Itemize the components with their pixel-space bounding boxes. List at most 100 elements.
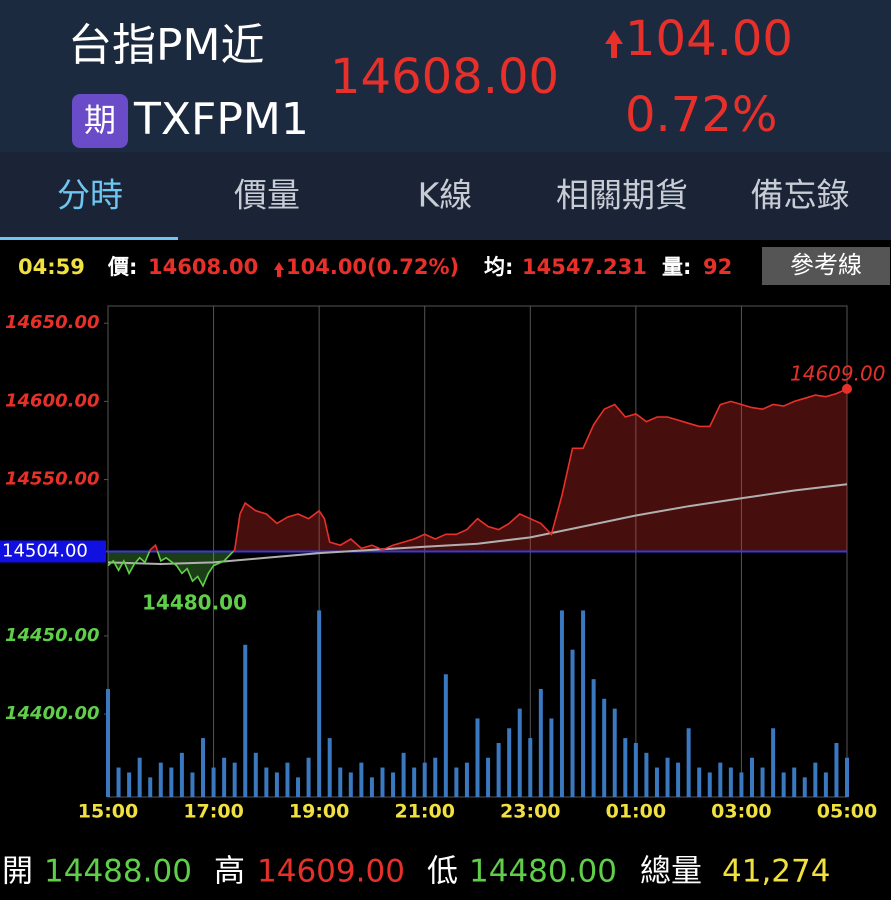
volume-bar xyxy=(665,757,670,797)
volume-bar xyxy=(517,708,522,797)
volume-bar xyxy=(739,772,744,797)
reference-label-bg xyxy=(0,540,106,563)
code: TXFPM1 xyxy=(133,94,309,145)
volume-bar xyxy=(760,767,765,797)
x-tick-label: 05:00 xyxy=(817,801,877,823)
volume-bar xyxy=(718,762,723,797)
volume-bar xyxy=(602,698,607,797)
high-label: 高 xyxy=(214,854,245,890)
volume-bar xyxy=(676,762,681,797)
total: 41,274 xyxy=(722,854,830,890)
high-label: 14609.00 xyxy=(790,361,885,385)
x-tick-label: 01:00 xyxy=(606,801,666,823)
volume-bar xyxy=(243,644,248,797)
info-change: 104.00(0.72%) xyxy=(286,255,459,279)
volume-bar xyxy=(475,718,480,797)
volume-bar xyxy=(158,762,163,797)
volume-bar xyxy=(190,772,195,797)
tab[interactable]: K線 xyxy=(418,176,473,215)
chart: 15:00 17:00 19:00 21:00 23:00 01:00 03:00 05:00… xyxy=(0,305,885,823)
volume-bar xyxy=(338,767,343,797)
info-avg: 14547.231 xyxy=(522,255,647,279)
volume-bar xyxy=(106,688,110,797)
volume-bar xyxy=(813,762,818,797)
volume-bar xyxy=(232,762,237,797)
volume-bar xyxy=(296,777,301,797)
volume-bar xyxy=(707,772,712,797)
volume-bar xyxy=(538,688,543,797)
x-tick-label: 15:00 xyxy=(78,801,138,823)
badge: 期 xyxy=(84,101,116,139)
y-tick-label: 14650.00 xyxy=(5,312,100,333)
header-bg xyxy=(0,0,891,152)
volume-bar xyxy=(591,679,596,797)
y-tick-label: 14450.00 xyxy=(5,625,100,646)
volume-bar xyxy=(285,762,290,797)
volume-bar xyxy=(179,752,184,797)
volume-bar xyxy=(380,767,385,797)
info-price-label: 價: xyxy=(107,255,137,279)
high: 14609.00 xyxy=(257,854,405,890)
volume-bar xyxy=(391,772,396,797)
volume-bar xyxy=(781,772,786,797)
volume-bar xyxy=(749,757,754,797)
change-pct: 0.72% xyxy=(625,87,777,143)
x-tick-label: 21:00 xyxy=(394,801,454,823)
volume-bar xyxy=(116,767,121,797)
volume-bar xyxy=(433,757,438,797)
price-area xyxy=(108,388,847,586)
volume-bar xyxy=(369,777,374,797)
tab[interactable]: 相關期貨 xyxy=(556,176,688,215)
price: 14608.00 xyxy=(330,49,559,105)
volume-bar xyxy=(528,738,533,797)
x-tick-label: 17:00 xyxy=(183,801,243,823)
low: 14480.00 xyxy=(469,854,617,890)
badge-bg xyxy=(72,94,128,148)
info-price: 14608.00 xyxy=(148,255,258,279)
reference-button[interactable] xyxy=(762,247,890,285)
volume-bar xyxy=(654,767,659,797)
info-avg-label: 均: xyxy=(484,255,513,279)
low-label: 低 xyxy=(427,854,458,890)
volume-bar xyxy=(454,767,459,797)
volume-bar xyxy=(169,767,174,797)
volume-bar xyxy=(137,757,142,797)
info-vol-label: 量: xyxy=(662,255,691,279)
change: 104.00 xyxy=(625,11,793,67)
low-label: 14480.00 xyxy=(142,591,247,615)
volume-bar xyxy=(549,718,554,797)
volume-bar xyxy=(127,772,132,797)
tab[interactable]: 價量 xyxy=(234,176,300,215)
tab-bar xyxy=(0,152,891,240)
volume-bar xyxy=(496,742,501,797)
volume-bar xyxy=(559,610,564,797)
x-tick-label: 23:00 xyxy=(500,801,560,823)
volume-bar xyxy=(422,762,427,797)
reference-button-label[interactable]: 參考線 xyxy=(790,251,862,279)
up-arrow xyxy=(605,30,623,58)
volume-bar xyxy=(401,752,406,797)
volume-bar xyxy=(792,767,797,797)
volume-bar xyxy=(201,738,206,797)
open: 14488.00 xyxy=(44,854,192,890)
volume-bar xyxy=(359,762,364,797)
volume-bar xyxy=(570,649,575,797)
y-tick-label: 14400.00 xyxy=(5,703,100,724)
volume-bar xyxy=(633,742,638,797)
volume-bar xyxy=(464,762,469,797)
tab[interactable]: 分時 xyxy=(57,176,123,215)
volume-bar xyxy=(443,674,448,797)
tab[interactable]: 備忘錄 xyxy=(751,176,850,215)
volume-bar xyxy=(771,728,776,797)
volume-bar xyxy=(274,772,279,797)
volume-bar xyxy=(823,772,828,797)
volume-bar xyxy=(306,757,311,797)
info-volume: 92 xyxy=(703,255,732,279)
open-label: 開 xyxy=(2,854,33,890)
total-label: 總量 xyxy=(640,854,702,890)
volume-bar xyxy=(148,777,153,797)
volume-bar xyxy=(623,738,628,797)
volume-bar xyxy=(317,610,322,797)
reference-label: 14504.00 xyxy=(2,541,88,562)
